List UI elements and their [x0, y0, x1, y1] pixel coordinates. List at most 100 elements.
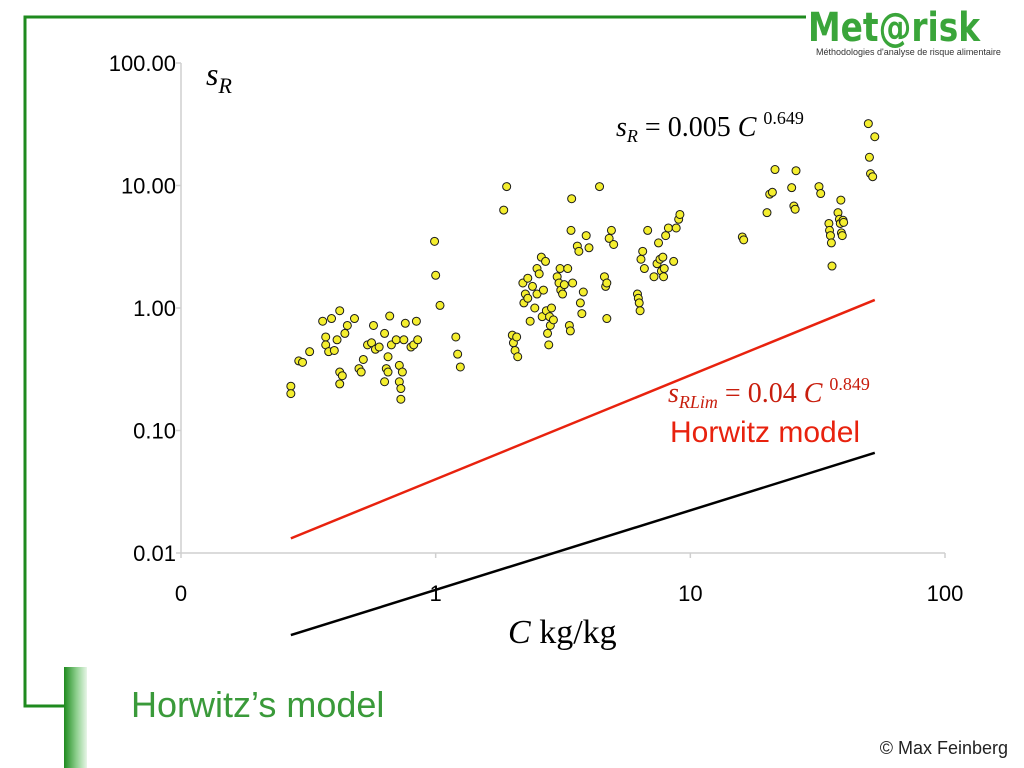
data-point: [512, 332, 522, 342]
data-point: [327, 314, 337, 324]
data-point: [606, 225, 616, 235]
data-point: [602, 278, 612, 288]
data-point: [816, 189, 826, 199]
data-point: [298, 357, 308, 367]
data-point: [563, 264, 573, 274]
fit-eq-lhs: s: [616, 112, 627, 143]
data-point: [791, 166, 801, 176]
data-point: [659, 272, 669, 282]
x-tick-label: 1: [430, 581, 442, 606]
data-point: [578, 287, 588, 297]
metarisk-logo: Met@risk Méthodologies d'analyse de risq…: [806, 6, 1020, 58]
horwitz-eq-rhs: = 0.04: [717, 378, 804, 409]
data-point: [863, 119, 873, 129]
data-point: [767, 187, 777, 197]
data-point: [380, 328, 390, 338]
data-point: [335, 379, 345, 389]
data-point: [787, 183, 797, 193]
data-point: [658, 252, 668, 262]
data-point: [837, 231, 847, 241]
data-point: [383, 367, 393, 377]
data-point: [839, 217, 849, 227]
data-point: [356, 367, 366, 377]
y-tick-label: 100.00: [109, 51, 176, 76]
data-point: [400, 318, 410, 328]
data-point: [639, 264, 649, 274]
chart-lines: [290, 298, 876, 637]
data-point: [584, 243, 594, 253]
copyright: © Max Feinberg: [879, 738, 1008, 758]
data-point: [770, 165, 780, 175]
data-point: [547, 303, 557, 313]
data-point: [864, 152, 874, 162]
data-point: [638, 246, 648, 256]
data-point: [541, 256, 551, 266]
data-point: [595, 182, 605, 192]
data-point: [523, 273, 533, 283]
horwitz-eq-var: C: [803, 378, 823, 409]
data-point: [543, 328, 553, 338]
data-point: [548, 315, 558, 325]
y-tick-label: 10.00: [121, 174, 176, 199]
data-point: [391, 335, 401, 345]
data-point: [342, 320, 352, 330]
data-point: [399, 335, 409, 345]
data-point: [396, 384, 406, 394]
fit-line: [290, 451, 876, 637]
fit-eq-var: C: [737, 112, 757, 143]
y-axis-label: sR: [206, 56, 232, 99]
accent-bar: [64, 667, 87, 768]
x-tick-label: 10: [678, 581, 702, 606]
data-point: [568, 278, 578, 288]
data-point: [453, 349, 463, 359]
y-axis-label-sub: R: [218, 73, 232, 98]
logo-wordmark: Met@risk: [808, 5, 981, 51]
fit-equation: sR = 0.005 C 0.649: [616, 108, 804, 147]
data-point: [380, 377, 390, 387]
data-point: [826, 238, 836, 248]
data-point: [383, 352, 393, 362]
data-point: [413, 335, 423, 345]
x-tick-label: 100: [927, 581, 964, 606]
fit-eq-exp: 0.649: [763, 108, 804, 128]
data-point: [286, 381, 296, 391]
data-point: [340, 328, 350, 338]
data-point: [538, 285, 548, 295]
data-point: [455, 362, 465, 372]
data-point: [396, 394, 406, 404]
fit-eq-rhs: = 0.005: [637, 112, 738, 143]
x-axis-label: C kg/kg: [508, 614, 617, 652]
data-point: [643, 225, 653, 235]
data-point: [286, 389, 296, 399]
data-point: [634, 298, 644, 308]
data-point: [575, 298, 585, 308]
y-tick-label: 1.00: [133, 296, 176, 321]
data-point: [559, 280, 569, 290]
data-point: [567, 194, 577, 204]
data-point: [739, 235, 749, 245]
horwitz-equation: sRLim = 0.04 C 0.849: [668, 374, 870, 413]
data-point: [431, 270, 441, 280]
data-point: [609, 239, 619, 249]
logo-tagline: Méthodologies d'analyse de risque alimen…: [816, 47, 1001, 57]
horwitz-eq-exp: 0.849: [829, 374, 870, 394]
data-point: [337, 371, 347, 381]
data-point: [435, 300, 445, 310]
data-point: [762, 208, 772, 218]
data-point: [329, 345, 339, 355]
data-point: [827, 261, 837, 271]
y-tick-label: 0.10: [133, 419, 176, 444]
y-tick-label: 0.01: [133, 541, 176, 566]
data-point: [499, 205, 509, 215]
fit-eq-sub: R: [626, 126, 638, 146]
data-point: [332, 335, 342, 345]
data-point: [581, 231, 591, 241]
data-point: [374, 342, 384, 352]
data-point: [566, 225, 576, 235]
data-point: [836, 195, 846, 205]
data-point: [430, 236, 440, 246]
data-point: [565, 326, 575, 336]
data-point: [318, 316, 328, 326]
data-point: [663, 223, 673, 233]
